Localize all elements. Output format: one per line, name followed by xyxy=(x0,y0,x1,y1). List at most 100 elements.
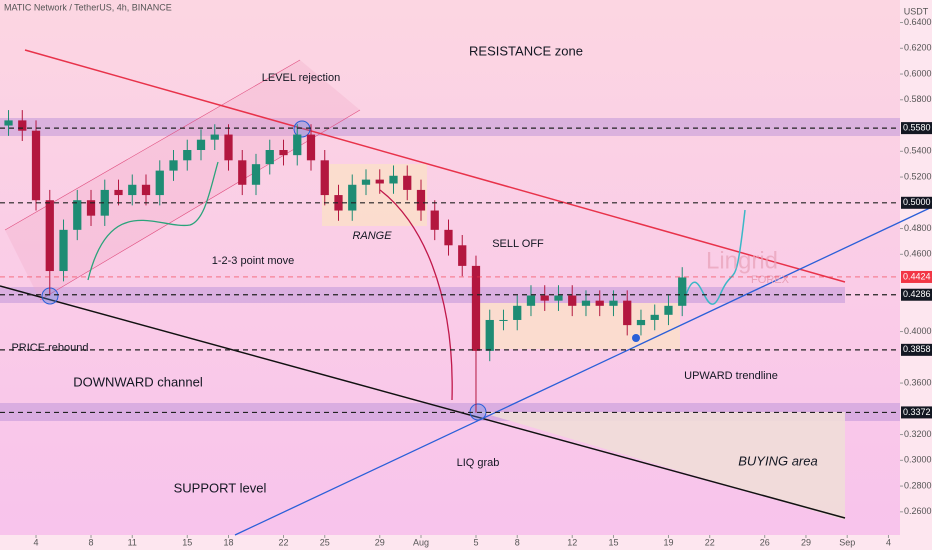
y-tick-label: 0.4600 xyxy=(904,249,932,259)
candle-body xyxy=(59,229,68,272)
annotation: SELL OFF xyxy=(492,238,544,250)
candle-body xyxy=(31,130,41,201)
y-tick-label: 0.3000 xyxy=(904,455,932,465)
candle-body xyxy=(375,179,384,184)
level-label: 0.4286 xyxy=(903,289,931,299)
watermark: Lingrid xyxy=(706,247,778,274)
x-tick-label: Aug xyxy=(413,537,429,547)
annotation: 1-2-3 point move xyxy=(212,255,295,267)
y-tick-label: 0.5400 xyxy=(904,146,932,156)
annotation: BUYING area xyxy=(738,453,817,468)
y-tick-label: 0.4800 xyxy=(904,223,932,233)
upward-trendline xyxy=(234,206,932,536)
candle-body xyxy=(128,184,137,196)
level-label: 0.3858 xyxy=(903,344,931,354)
y-tick-label: 0.6400 xyxy=(904,17,932,27)
range-box xyxy=(322,164,427,226)
level-box xyxy=(901,122,932,135)
x-tick-label: 11 xyxy=(128,537,137,547)
marker xyxy=(632,334,640,342)
level-box xyxy=(901,270,932,283)
candle-body xyxy=(581,300,591,306)
candle-body xyxy=(664,305,673,315)
y-tick-label: 0.2800 xyxy=(904,480,932,490)
candle-body xyxy=(18,120,27,131)
candle-body xyxy=(306,134,316,161)
candle-body xyxy=(169,160,178,171)
candle-body xyxy=(155,170,164,196)
candle-body xyxy=(554,295,563,301)
annotation: SUPPORT level xyxy=(174,480,267,495)
watermark: FOREX xyxy=(751,274,790,286)
x-tick-label: 4 xyxy=(34,537,39,547)
chart-title: MATIC Network / TetherUS, 4h, BINANCE xyxy=(4,2,172,12)
candle-body xyxy=(361,179,371,185)
candle-body xyxy=(568,295,577,306)
x-tick-label: 22 xyxy=(278,537,288,547)
candle-body xyxy=(623,300,632,326)
x-tick-label: 25 xyxy=(320,537,330,547)
annotation: UPWARD trendline xyxy=(684,370,778,382)
annotation: RANGE xyxy=(352,230,392,242)
candle-body xyxy=(4,120,13,126)
level-label: 0.5580 xyxy=(903,122,931,132)
candle-body xyxy=(86,200,96,216)
selloff-arrow xyxy=(379,189,453,401)
candle-body xyxy=(114,189,123,196)
candle-body xyxy=(265,150,274,165)
candle-body xyxy=(458,245,467,266)
candle-body xyxy=(513,305,522,320)
x-tick-label: 15 xyxy=(182,537,192,547)
y-tick-label: 0.3200 xyxy=(904,429,932,439)
candle-body xyxy=(348,184,357,211)
candle-body xyxy=(444,229,453,246)
candle-body xyxy=(320,160,329,196)
y-tick-label: 0.6200 xyxy=(904,43,932,53)
x-tick-label: 4 xyxy=(886,537,891,547)
candle-body xyxy=(224,134,233,161)
x-tick-label: 22 xyxy=(705,537,715,547)
candle-body xyxy=(540,295,549,301)
mid-zone xyxy=(0,287,845,303)
y-tick-label: 0.5800 xyxy=(904,94,932,104)
resistance-zone xyxy=(0,118,900,136)
candle-body xyxy=(196,139,206,151)
candle-body xyxy=(485,319,494,351)
candle-body xyxy=(210,134,219,140)
level-label: 0.3372 xyxy=(903,407,931,417)
level-label: 0.4424 xyxy=(903,271,931,281)
candle-body xyxy=(279,150,288,156)
candle-body xyxy=(251,164,261,185)
candle-body xyxy=(609,300,618,306)
annotation: RESISTANCE zone xyxy=(469,43,583,58)
candle-body xyxy=(650,314,659,320)
plot xyxy=(4,110,687,413)
support-line xyxy=(0,285,846,519)
candle-body xyxy=(334,195,343,211)
x-tick-label: 8 xyxy=(515,537,520,547)
candle-body xyxy=(73,200,82,230)
marker xyxy=(293,120,311,138)
candle-body xyxy=(100,189,109,216)
channel-line xyxy=(4,59,301,231)
y-tick-label: 0.3600 xyxy=(904,377,932,387)
level-box xyxy=(901,288,932,301)
x-tick-label: 18 xyxy=(223,537,233,547)
resistance-line xyxy=(24,49,846,283)
annotation: LEVEL rejection xyxy=(262,72,340,84)
candle-body xyxy=(389,175,398,184)
level-box xyxy=(901,196,932,209)
x-tick-label: 29 xyxy=(801,537,811,547)
y-tick-label: 0.2600 xyxy=(904,506,932,516)
x-tick-label: 5 xyxy=(473,537,478,547)
candle-body xyxy=(45,200,54,272)
level-label: 0.5000 xyxy=(903,197,931,207)
candle-body xyxy=(238,160,247,185)
x-tick-label: 19 xyxy=(663,537,673,547)
candle-body xyxy=(595,300,604,306)
candle-body xyxy=(678,277,687,306)
candle-body xyxy=(499,319,508,321)
candle-body xyxy=(636,319,646,326)
y-tick-label: 0.5200 xyxy=(904,171,932,181)
